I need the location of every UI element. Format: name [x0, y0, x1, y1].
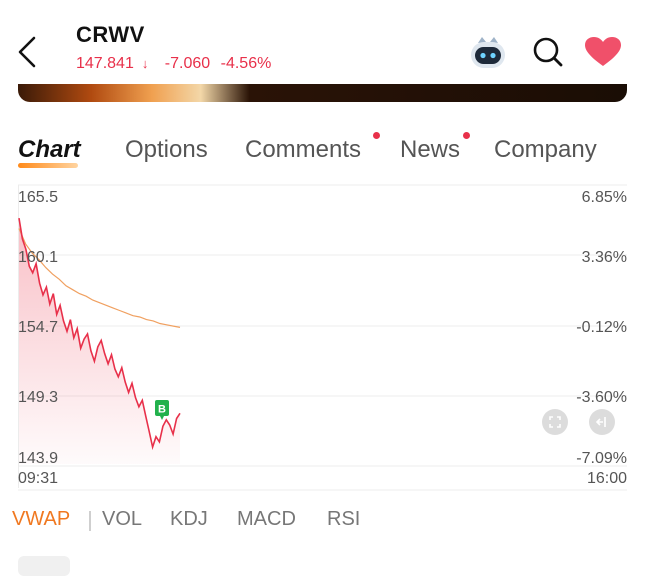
- chart-plot: B: [18, 184, 627, 491]
- expand-icon: [549, 416, 561, 428]
- indicator-vol[interactable]: VOL: [102, 508, 143, 530]
- tab-company[interactable]: Company: [494, 136, 597, 163]
- y-tick-right: -3.60%: [576, 389, 627, 406]
- news-notification-dot: [463, 132, 470, 139]
- back-arrow-icon[interactable]: [14, 34, 44, 70]
- y-tick-right: -7.09%: [576, 450, 627, 467]
- y-tick-left: 143.9: [18, 450, 59, 467]
- indicator-vwap[interactable]: VWAP: [12, 508, 71, 530]
- indicator-bar: VWAP VOL KDJ MACD RSI: [12, 508, 632, 536]
- svg-text:B: B: [158, 404, 166, 416]
- tab-comments[interactable]: Comments: [245, 136, 362, 163]
- y-tick-right: -0.12%: [576, 319, 627, 336]
- price-line: [18, 217, 181, 451]
- price-area-fill: [19, 218, 180, 464]
- reset-view-button[interactable]: [589, 409, 615, 435]
- promo-banner[interactable]: [18, 84, 627, 102]
- tab-news[interactable]: News: [400, 136, 461, 163]
- indicator-divider: [89, 511, 91, 531]
- tab-options[interactable]: Options: [125, 136, 208, 163]
- down-arrow-icon: ↓: [141, 56, 149, 71]
- price-quote: 147.841 ↓ -7.060 -4.56%: [76, 55, 277, 73]
- price-change-percent: -4.56%: [220, 55, 272, 72]
- tab-chart[interactable]: Chart: [18, 136, 81, 168]
- robot-assistant-icon[interactable]: [466, 34, 510, 70]
- x-tick-start: 09:31: [18, 470, 59, 487]
- search-icon[interactable]: [532, 36, 564, 68]
- y-tick-left: 160.1: [18, 249, 59, 266]
- active-tab-indicator: [18, 163, 78, 168]
- x-tick-end: 16:00: [586, 470, 627, 487]
- price-change: -7.060: [164, 55, 211, 72]
- y-tick-left: 149.3: [18, 389, 59, 406]
- indicator-macd[interactable]: MACD: [237, 508, 296, 530]
- vwap-line: [18, 228, 181, 328]
- indicator-rsi[interactable]: RSI: [327, 508, 361, 530]
- y-tick-left: 154.7: [18, 319, 59, 336]
- tab-bar: Chart Options Comments News Company: [18, 132, 638, 176]
- y-tick-left: 165.5: [18, 189, 59, 206]
- last-price: 147.841 ↓: [76, 55, 149, 72]
- fullscreen-button[interactable]: [542, 409, 568, 435]
- indicator-kdj[interactable]: KDJ: [170, 508, 208, 530]
- heart-icon[interactable]: [584, 36, 622, 68]
- stock-header: CRWV 147.841 ↓ -7.060 -4.56%: [0, 0, 645, 84]
- buy-marker[interactable]: B: [155, 400, 169, 420]
- intraday-chart[interactable]: B 165.5 160.1 154.7 149.3 143.9 6.85% 3.…: [18, 183, 627, 493]
- ticker-symbol: CRWV: [76, 22, 145, 47]
- bottom-chip[interactable]: [18, 556, 70, 576]
- y-tick-right: 6.85%: [581, 189, 627, 206]
- comments-notification-dot: [373, 132, 380, 139]
- return-left-icon: [595, 417, 606, 427]
- y-tick-right: 3.36%: [581, 249, 627, 266]
